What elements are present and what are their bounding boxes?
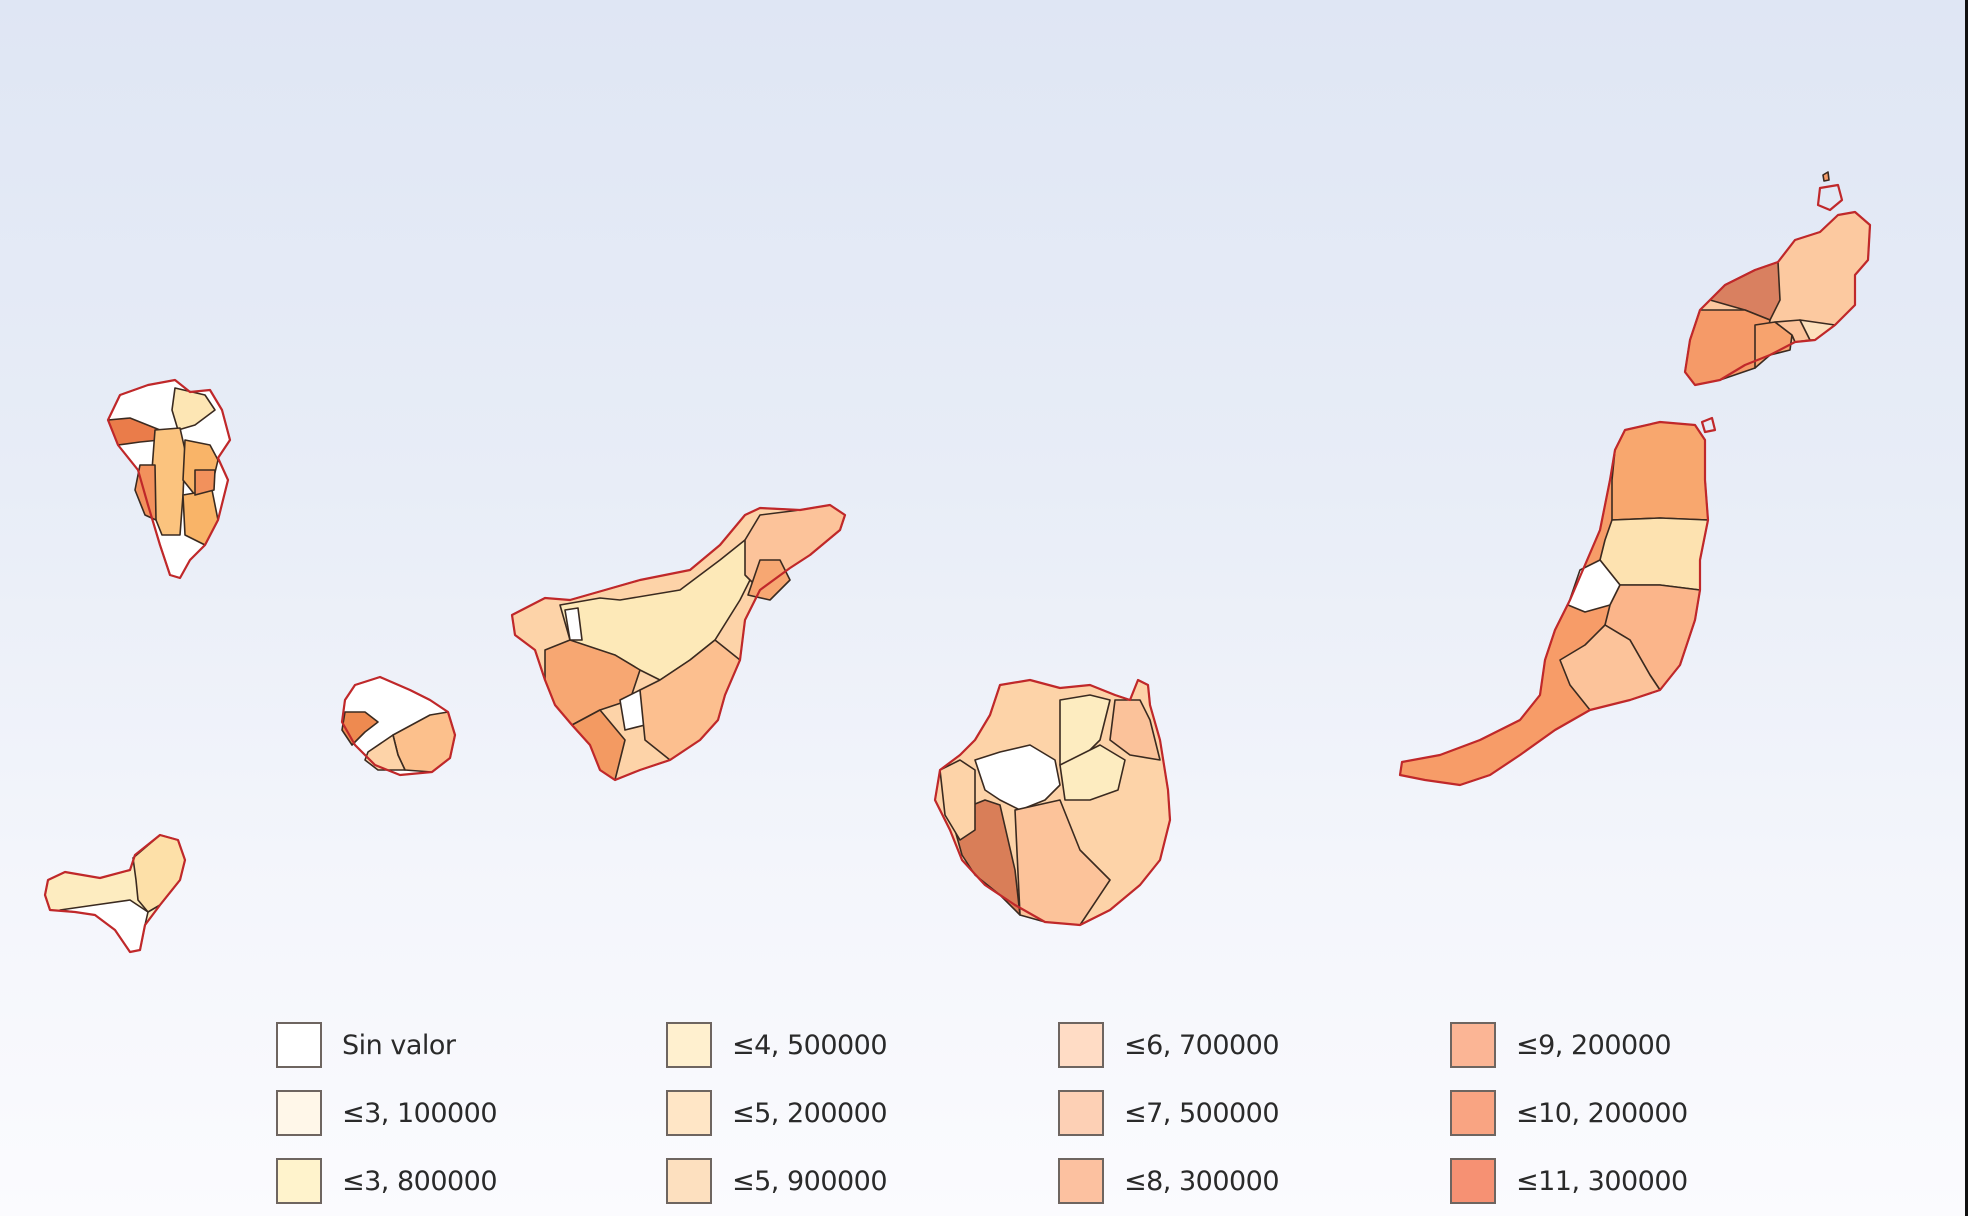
legend-label: ≤4, 500000 [732,1029,888,1061]
island-lanzarote[interactable] [1683,171,1872,387]
legend-item-le-11-3[interactable]: ≤11, 300000 [1450,1158,1688,1204]
legend-item-sin-valor[interactable]: Sin valor [276,1022,456,1068]
legend-swatch [276,1090,322,1136]
island-la-gomera[interactable] [340,675,457,777]
legend-item-le-7-5[interactable]: ≤7, 500000 [1058,1090,1280,1136]
choropleth-map [43,171,1872,954]
island-tenerife[interactable] [510,503,847,782]
legend-label: ≤8, 300000 [1124,1165,1280,1197]
legend-item-le-8-3[interactable]: ≤8, 300000 [1058,1158,1280,1204]
legend-label: ≤5, 200000 [732,1097,888,1129]
legend-swatch [666,1022,712,1068]
legend-swatch [666,1090,712,1136]
legend-item-le-3-1[interactable]: ≤3, 100000 [276,1090,498,1136]
window-edge [1965,0,1968,1216]
legend-label: ≤3, 100000 [342,1097,498,1129]
island-gran-canaria[interactable] [933,678,1172,927]
legend-item-le-10-2[interactable]: ≤10, 200000 [1450,1090,1688,1136]
legend-swatch [1450,1158,1496,1204]
legend-swatch [276,1022,322,1068]
legend-label: ≤7, 500000 [1124,1097,1280,1129]
island-fuerteventura[interactable] [1398,416,1717,787]
island-el-hierro[interactable] [43,833,187,954]
legend-label: ≤3, 800000 [342,1165,498,1197]
legend-swatch [1058,1090,1104,1136]
legend-swatch [1058,1022,1104,1068]
legend-swatch [276,1158,322,1204]
island-la-palma[interactable] [106,378,232,580]
legend-item-le-6-7[interactable]: ≤6, 700000 [1058,1022,1280,1068]
legend-label: ≤9, 200000 [1516,1029,1672,1061]
legend-label: ≤11, 300000 [1516,1165,1688,1197]
legend-item-le-5-9[interactable]: ≤5, 900000 [666,1158,888,1204]
legend-swatch [1450,1022,1496,1068]
legend-label: ≤5, 900000 [732,1165,888,1197]
legend-item-le-3-8[interactable]: ≤3, 800000 [276,1158,498,1204]
legend-swatch [666,1158,712,1204]
legend-item-le-4-5[interactable]: ≤4, 500000 [666,1022,888,1068]
legend-swatch [1058,1158,1104,1204]
legend-label: Sin valor [342,1029,456,1061]
legend-swatch [1450,1090,1496,1136]
legend-item-le-9-2[interactable]: ≤9, 200000 [1450,1022,1672,1068]
legend-label: ≤6, 700000 [1124,1029,1280,1061]
legend-label: ≤10, 200000 [1516,1097,1688,1129]
legend-item-le-5-2[interactable]: ≤5, 200000 [666,1090,888,1136]
